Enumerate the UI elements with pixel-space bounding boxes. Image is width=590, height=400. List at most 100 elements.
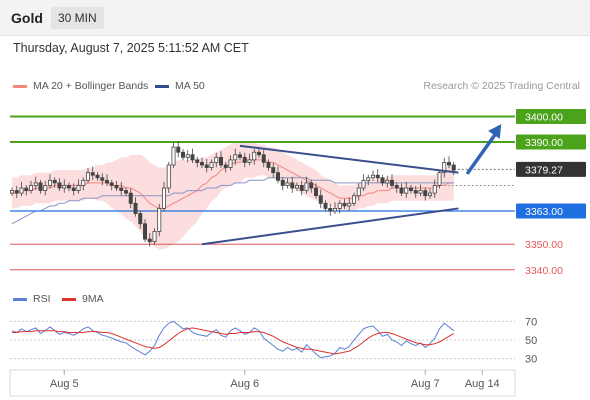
level-tag-3400.00: [516, 108, 586, 124]
ma20-line: [12, 159, 454, 209]
candle-down: [237, 154, 242, 158]
candle-up: [285, 182, 290, 186]
candle-up: [442, 162, 447, 174]
candle-down: [190, 154, 195, 161]
level-tag-3363.00: [516, 203, 586, 219]
candle-up: [9, 190, 14, 194]
rsi-swatch: [13, 297, 27, 301]
candle-up: [19, 187, 24, 194]
candle-down: [328, 208, 333, 212]
bollinger-band-layer: [12, 142, 454, 250]
candle-down: [204, 164, 209, 168]
rsi-ma9-line: [12, 327, 455, 355]
candle-up: [361, 179, 366, 189]
candle-up: [370, 174, 375, 179]
candle-down: [256, 151, 261, 156]
candle-up: [43, 185, 48, 191]
candle-down: [138, 213, 143, 225]
candle-down: [318, 195, 323, 204]
candle-down: [114, 185, 119, 189]
candle-down: [271, 167, 276, 174]
candle-up: [76, 185, 81, 191]
candle-up: [252, 151, 257, 161]
forecast-arrow-head: [488, 124, 502, 139]
candle-up: [157, 208, 162, 232]
candle-up: [418, 190, 423, 194]
candle-up: [33, 182, 38, 186]
ma9-swatch: [62, 297, 76, 301]
candle-up: [427, 192, 432, 197]
candle-up: [332, 208, 337, 212]
candle-down: [275, 172, 280, 181]
candle-up: [233, 154, 238, 161]
level-label-3363.00: 3363.00: [525, 206, 563, 218]
candle-down: [176, 146, 181, 153]
candle-down: [147, 238, 152, 243]
candle-down: [290, 182, 295, 189]
candles-layer: [9, 140, 456, 247]
time-axis: Aug 5 Aug 6 Aug 7 Aug 14: [9, 369, 516, 397]
instrument-symbol: Gold: [11, 10, 43, 26]
rsi-tick-50: 50: [525, 335, 537, 347]
triangle-pattern-layer: [201, 124, 502, 246]
candle-up: [161, 187, 166, 209]
timestamp: Thursday, August 7, 2025 5:11:52 AM CET: [13, 41, 249, 55]
candle-down: [451, 164, 456, 171]
ma50-swatch: [155, 84, 169, 88]
candle-down: [399, 187, 404, 194]
candle-up: [366, 177, 371, 181]
forecast-arrow-shaft: [466, 128, 500, 175]
moving-average-layer: [11, 159, 454, 225]
candle-up: [86, 172, 91, 181]
candle-down: [223, 164, 228, 168]
ma50-line: [11, 177, 454, 225]
candle-up: [385, 179, 390, 184]
triangle-upper-line: [239, 144, 459, 174]
legend-ma50: MA 50: [155, 80, 205, 92]
candle-down: [14, 190, 19, 194]
timeframe-selector[interactable]: 30 MIN: [51, 7, 104, 29]
rsi-tick-30: 30: [525, 354, 537, 366]
candle-down: [119, 187, 124, 191]
candle-down: [133, 202, 138, 214]
candle-up: [166, 164, 171, 189]
ma50-label: MA 50: [175, 80, 205, 92]
candle-down: [446, 162, 451, 166]
candle-up: [209, 162, 214, 168]
candle-down: [67, 185, 72, 189]
candle-up: [152, 231, 157, 243]
candle-down: [199, 162, 204, 166]
candle-up: [294, 185, 299, 189]
candle-down: [313, 187, 318, 197]
ma20-label: MA 20 + Bollinger Bands: [33, 80, 149, 92]
candle-down: [71, 187, 76, 191]
time-label-Aug-5: Aug 5: [50, 378, 79, 390]
level-label-3340.00: 3340.00: [525, 265, 563, 277]
candle-down: [180, 151, 185, 158]
candle-down: [195, 159, 200, 163]
candle-up: [185, 154, 190, 158]
candle-down: [24, 187, 29, 191]
level-label-3350.00: 3350.00: [525, 239, 563, 251]
candle-down: [124, 190, 129, 194]
candle-up: [28, 185, 33, 191]
legend-9ma: 9MA: [62, 293, 104, 305]
candle-up: [347, 202, 352, 207]
candle-up: [351, 195, 356, 204]
candle-down: [95, 174, 100, 179]
rsi-tick-70: 70: [525, 316, 537, 328]
candle-up: [214, 156, 219, 163]
ma20-swatch: [13, 84, 27, 88]
candle-up: [337, 202, 342, 209]
candle-down: [280, 179, 285, 186]
candle-down: [375, 174, 380, 179]
candle-down: [90, 172, 95, 176]
candle-down: [142, 223, 147, 240]
ma9-label: 9MA: [82, 293, 104, 305]
chart-header: Gold 30 MIN: [0, 0, 590, 36]
rsi-panel: 30 50 70: [10, 316, 537, 366]
triangle-lower-line: [201, 207, 459, 246]
credit-text: Research © 2025 Trading Central: [423, 80, 580, 92]
level-label-3390.00: 3390.00: [525, 137, 563, 149]
level-tag-3379.27: [516, 161, 586, 177]
